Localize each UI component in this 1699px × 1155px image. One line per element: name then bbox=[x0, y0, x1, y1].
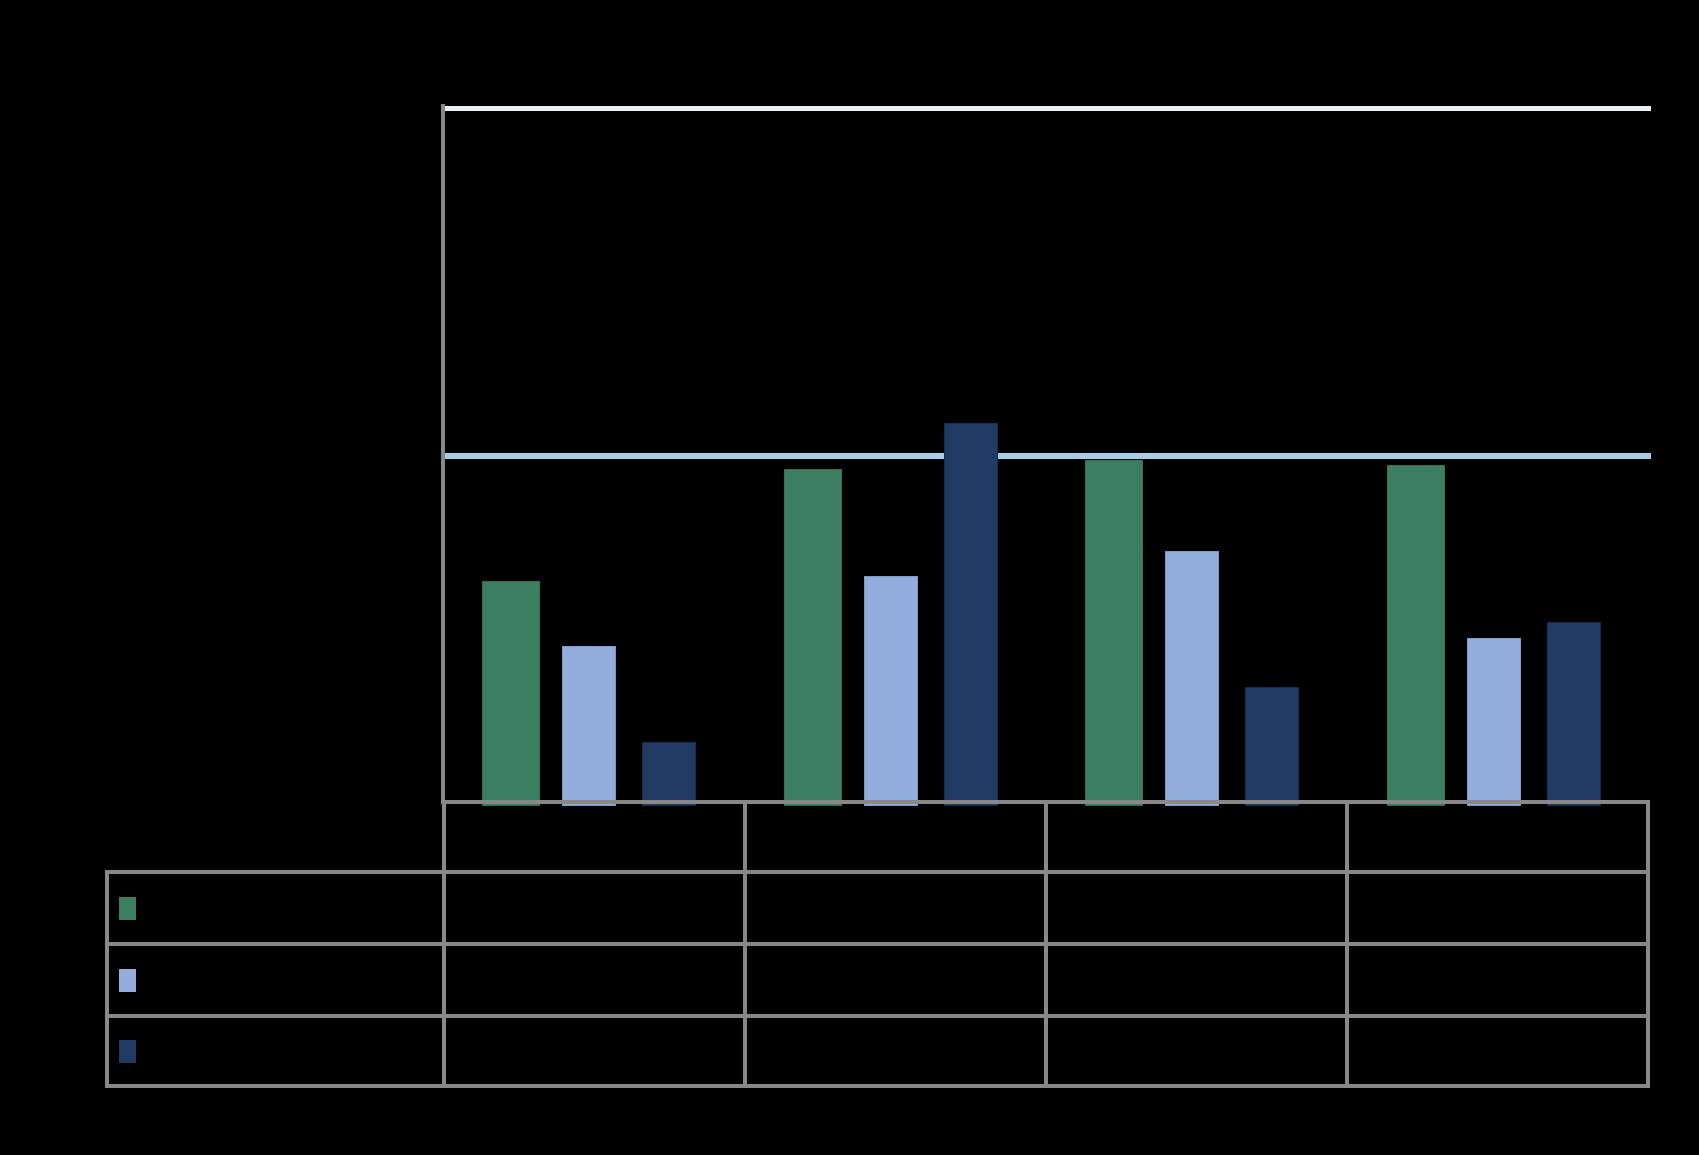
gridline-top bbox=[443, 106, 1651, 111]
table-cell-r1c1 bbox=[442, 870, 747, 946]
bar-green-group3 bbox=[1085, 460, 1144, 806]
table-cell-r2c1 bbox=[442, 942, 747, 1018]
bar-light-blue-group4 bbox=[1466, 638, 1521, 806]
table-header-cell-2 bbox=[743, 800, 1048, 874]
bar-dark-navy-group3 bbox=[1245, 686, 1300, 806]
bar-light-blue-group1 bbox=[562, 645, 616, 806]
bar-green-group1 bbox=[482, 581, 540, 806]
bar-light-blue-group2 bbox=[863, 575, 918, 806]
table-row bbox=[105, 1014, 1650, 1088]
bar-green-group2 bbox=[783, 469, 842, 806]
table-row bbox=[105, 870, 1650, 946]
table-header-cell-3 bbox=[1044, 800, 1349, 874]
table-row bbox=[105, 942, 1650, 1018]
bar-dark-navy-group1 bbox=[642, 742, 696, 806]
table-cell-r2c2 bbox=[743, 942, 1048, 1018]
table-cell-r3c1 bbox=[442, 1014, 747, 1088]
table-cell-r3c3 bbox=[1044, 1014, 1349, 1088]
reference-line-50 bbox=[443, 453, 1651, 459]
legend-cell-light-blue bbox=[105, 942, 446, 1018]
bar-dark-navy-group2 bbox=[943, 422, 998, 806]
legend-swatch-light-blue bbox=[119, 968, 136, 992]
bar-light-blue-group3 bbox=[1165, 551, 1220, 806]
table-cell-r3c2 bbox=[743, 1014, 1048, 1088]
legend-cell-green bbox=[105, 870, 446, 946]
legend-swatch-dark-navy bbox=[119, 1039, 136, 1063]
table-cell-r2c3 bbox=[1044, 942, 1349, 1018]
bar-green-group4 bbox=[1386, 465, 1445, 806]
table-corner-cell bbox=[107, 802, 444, 872]
legend-swatch-green bbox=[119, 896, 136, 920]
table-cell-r2c4 bbox=[1345, 942, 1650, 1018]
bar-dark-navy-group4 bbox=[1546, 622, 1601, 806]
table-cell-r3c4 bbox=[1345, 1014, 1650, 1088]
legend-cell-dark-navy bbox=[105, 1014, 446, 1088]
y-axis-line bbox=[441, 104, 445, 804]
table-header-row bbox=[107, 800, 1650, 874]
data-table bbox=[105, 800, 1650, 1088]
table-header-cell-1 bbox=[442, 800, 747, 874]
table-header-cell-4 bbox=[1345, 800, 1650, 874]
table-cell-r1c3 bbox=[1044, 870, 1349, 946]
table-cell-r1c2 bbox=[743, 870, 1048, 946]
table-cell-r1c4 bbox=[1345, 870, 1650, 946]
